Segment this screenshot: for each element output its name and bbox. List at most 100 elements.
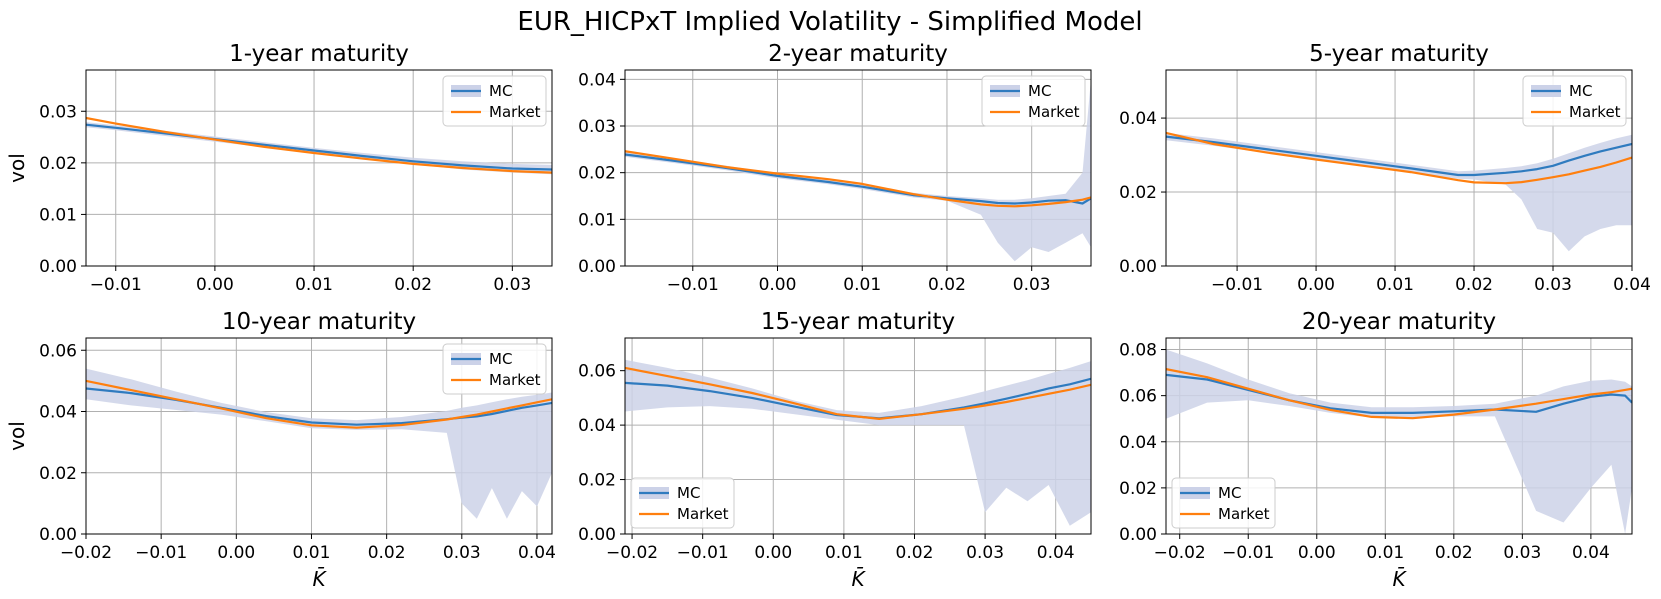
plot-area xyxy=(625,359,1091,526)
series-line-market xyxy=(625,366,1091,420)
x-tick-label: −0.01 xyxy=(135,543,187,563)
series-line-mc xyxy=(86,123,552,171)
mc-confidence-band xyxy=(1166,349,1632,534)
y-tick-label: 0.01 xyxy=(578,210,616,230)
x-tick-label: 0.03 xyxy=(443,543,481,563)
series-line-market xyxy=(1166,131,1632,185)
axes-frame xyxy=(1165,337,1633,535)
subplot-5: −0.02 −0.01 0.00 0.01 0.02 0.03 0.04 0.00 0.02 0.… xyxy=(578,309,1092,591)
x-tick-label: −0.02 xyxy=(1154,543,1206,563)
y-tick-label: 0.06 xyxy=(39,341,77,361)
x-tick-label: 0.03 xyxy=(1013,275,1051,295)
legend-label-market: Market xyxy=(1569,103,1621,121)
y-tick-label: 0.00 xyxy=(39,525,77,545)
x-tick-label: −0.02 xyxy=(606,543,658,563)
x-tick-label: 0.04 xyxy=(1613,275,1651,295)
series-line-market xyxy=(1166,368,1632,420)
legend-label-mc: MC xyxy=(677,484,700,502)
y-tick-label: 0.00 xyxy=(1119,525,1157,545)
x-tick-label: 0.03 xyxy=(1503,543,1541,563)
y-tick-label: 0.02 xyxy=(578,471,616,491)
series-line-market xyxy=(625,150,1091,208)
x-tick-label: 0.03 xyxy=(493,275,531,295)
x-tick-label: −0.02 xyxy=(60,543,112,563)
axes-frame xyxy=(624,337,1092,535)
x-tick-label: 0.01 xyxy=(293,543,331,563)
series-line-mc xyxy=(1166,135,1632,177)
subplot-3: −0.01 0.00 0.01 0.02 0.03 0.04 0.00 0.02 0.04 5-y… xyxy=(1119,41,1651,295)
x-tick-label: 0.03 xyxy=(966,543,1004,563)
legend-label-market: Market xyxy=(1028,103,1080,121)
y-tick-label: 0.04 xyxy=(1119,109,1157,129)
axes-frame xyxy=(1165,69,1633,267)
subplot-title: 5-year maturity xyxy=(1309,41,1489,67)
axes-frame xyxy=(624,69,1092,267)
x-tick-label: 0.00 xyxy=(1298,543,1336,563)
subplot-title: 10-year maturity xyxy=(222,309,416,335)
subplot-title: 20-year maturity xyxy=(1302,309,1496,335)
x-tick-label: 0.00 xyxy=(217,543,255,563)
series-line-market xyxy=(86,116,552,174)
x-tick-label: 0.02 xyxy=(1435,543,1473,563)
x-axis-label: K̄ xyxy=(1392,566,1407,591)
y-tick-label: 0.02 xyxy=(39,464,77,484)
x-tick-label: 0.00 xyxy=(196,275,234,295)
y-tick-label: 0.03 xyxy=(39,102,77,122)
y-tick-label: 0.02 xyxy=(39,154,77,174)
y-tick-label: 0.02 xyxy=(1119,479,1157,499)
y-tick-label: 0.08 xyxy=(1119,341,1157,361)
x-tick-label: 0.01 xyxy=(843,275,881,295)
mc-confidence-band xyxy=(625,79,1091,262)
legend: MC Market xyxy=(981,75,1086,127)
y-tick-label: 0.00 xyxy=(39,257,77,277)
legend-label-market: Market xyxy=(677,505,729,523)
x-tick-label: −0.01 xyxy=(667,275,719,295)
legend-label-mc: MC xyxy=(1028,82,1051,100)
x-tick-label: 0.00 xyxy=(759,275,797,295)
legend: MC Market xyxy=(1522,75,1627,127)
x-tick-label: 0.02 xyxy=(368,543,406,563)
subplot-title: 2-year maturity xyxy=(768,41,948,67)
y-tick-label: 0.03 xyxy=(578,117,616,137)
legend: MC Market xyxy=(442,75,547,127)
series-line-market xyxy=(86,379,552,429)
plot-area xyxy=(625,79,1091,262)
subplot-title: 15-year maturity xyxy=(761,309,955,335)
x-tick-label: −0.01 xyxy=(677,543,729,563)
mc-confidence-band xyxy=(86,122,552,175)
x-tick-label: 0.04 xyxy=(1572,543,1610,563)
y-tick-label: 0.02 xyxy=(1119,183,1157,203)
plot-area xyxy=(86,116,552,175)
x-tick-label: 0.01 xyxy=(1366,543,1404,563)
legend: MC Market xyxy=(1171,477,1276,529)
series-line-mc xyxy=(625,153,1091,205)
x-tick-label: −0.01 xyxy=(1211,275,1263,295)
x-tick-label: 0.01 xyxy=(825,543,863,563)
x-tick-label: 0.04 xyxy=(518,543,556,563)
y-tick-label: 0.04 xyxy=(39,403,77,423)
y-tick-label: 0.00 xyxy=(1119,257,1157,277)
plot-area xyxy=(86,368,552,519)
x-tick-label: 0.00 xyxy=(1297,275,1335,295)
subplot-4: −0.02 −0.01 0.00 0.01 0.02 0.03 0.04 0.00 0.02 0.… xyxy=(5,309,556,591)
x-tick-label: 0.01 xyxy=(1376,275,1414,295)
x-tick-label: 0.02 xyxy=(928,275,966,295)
x-tick-label: −0.01 xyxy=(1222,543,1274,563)
x-tick-label: 0.03 xyxy=(1534,275,1572,295)
subplot-1: −0.01 0.00 0.01 0.02 0.03 0.00 0.01 0.02 0.03 1-y… xyxy=(5,41,553,295)
axes-frame xyxy=(85,69,553,267)
y-tick-label: 0.00 xyxy=(578,525,616,545)
axes-frame xyxy=(85,337,553,535)
x-tick-label: 0.04 xyxy=(1037,543,1075,563)
y-axis-label: vol xyxy=(5,421,29,451)
legend-label-market: Market xyxy=(489,371,541,389)
y-tick-label: 0.04 xyxy=(578,416,616,436)
figure-title: EUR_HICPxT Implied Volatility - Simplifi… xyxy=(517,7,1142,37)
plot-area xyxy=(1166,131,1632,252)
legend-label-mc: MC xyxy=(489,350,512,368)
subplot-2: −0.01 0.00 0.01 0.02 0.03 0.00 0.01 0.02 0.03 0.0… xyxy=(578,41,1092,295)
legend-label-mc: MC xyxy=(1218,484,1241,502)
legend-label-mc: MC xyxy=(489,82,512,100)
legend-label-market: Market xyxy=(489,103,541,121)
